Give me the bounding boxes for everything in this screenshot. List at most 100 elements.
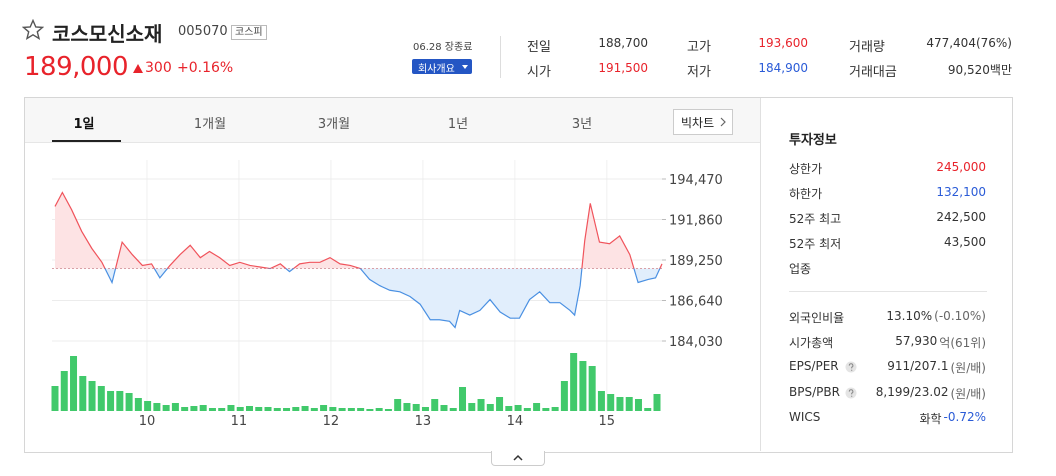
invest-label: 52주 최저 xyxy=(789,237,842,251)
stock-code: 005070 xyxy=(178,24,228,39)
volume-bar xyxy=(459,387,467,411)
help-icon[interactable] xyxy=(845,387,857,399)
volume-bar xyxy=(79,376,87,411)
volume-bar xyxy=(588,366,596,411)
big-chart-button[interactable]: 빅차트 xyxy=(673,109,733,135)
volume-bar xyxy=(310,408,318,411)
volume-bar xyxy=(199,405,207,411)
invest-label: 업종 xyxy=(789,262,812,276)
volume-bar xyxy=(496,397,504,411)
y-tick-label: 184,030 xyxy=(669,335,723,350)
summary-value: 184,900 xyxy=(758,61,808,75)
volume-bar xyxy=(181,407,189,411)
invest-divider xyxy=(789,291,987,292)
volume-bar xyxy=(134,398,142,411)
volume-bar xyxy=(208,408,216,411)
invest-value: 245,000 xyxy=(936,160,986,174)
invest-label: 52주 최고 xyxy=(789,212,842,226)
summary-label: 저가 xyxy=(687,65,711,80)
summary-value: 188,700 xyxy=(598,36,648,50)
x-tick-label: 14 xyxy=(507,414,524,429)
chevron xyxy=(720,117,726,127)
volume-bar xyxy=(347,408,355,411)
area-down xyxy=(105,268,660,328)
volume-bar xyxy=(190,406,198,411)
volume-bar xyxy=(634,399,642,411)
help-icon[interactable] xyxy=(845,361,857,373)
volume-bar xyxy=(412,404,420,411)
collapse-icon xyxy=(513,454,523,461)
area-up xyxy=(55,192,662,269)
summary-label: 거래량 xyxy=(849,40,885,55)
company-button[interactable]: 회사개요 xyxy=(412,59,472,75)
x-tick-label: 11 xyxy=(231,414,248,429)
company-button-label: 회사개요 xyxy=(418,64,455,75)
volume-bar xyxy=(523,408,531,411)
up-arrow xyxy=(133,64,143,73)
volume-bar xyxy=(70,356,78,411)
invest-extra: (-0.10%) xyxy=(934,309,986,323)
invest-title: 투자정보 xyxy=(789,133,837,148)
y-tick-label: 191,860 xyxy=(669,214,723,229)
volume-bar xyxy=(301,406,309,411)
volume-bar xyxy=(264,407,272,411)
tab[interactable]: 1일 xyxy=(73,117,95,132)
price-change-pct: +0.16% xyxy=(177,60,234,76)
tab[interactable]: 3년 xyxy=(571,117,593,132)
y-tick-label: 186,640 xyxy=(669,295,723,310)
market-badge: 코스피 xyxy=(231,25,267,40)
x-tick-label: 13 xyxy=(415,414,432,429)
volume-bar xyxy=(88,381,96,411)
invest-value: 화학 xyxy=(919,411,942,426)
volume-bar xyxy=(421,407,429,411)
invest-value: 242,500 xyxy=(936,210,986,224)
invest-extra: 억(61위) xyxy=(939,336,986,351)
x-tick-label: 12 xyxy=(323,414,340,429)
volume-bar xyxy=(477,399,485,411)
invest-label: EPS/PER xyxy=(789,359,839,374)
volume-bar xyxy=(468,403,476,411)
volume-bar xyxy=(560,381,568,411)
summary-value: 193,600 xyxy=(758,36,808,50)
current-price: 189,000 xyxy=(24,52,129,82)
volume-bar xyxy=(236,407,244,411)
volume-bar xyxy=(218,408,226,411)
volume-bar xyxy=(357,408,365,411)
volume-bar xyxy=(486,404,494,411)
volume-bar xyxy=(403,403,411,411)
volume-bar xyxy=(60,371,68,411)
invest-label: 시가총액 xyxy=(789,336,834,351)
invest-extra: (원/배) xyxy=(950,361,987,376)
tab-bar xyxy=(25,98,760,143)
collapse-button[interactable] xyxy=(491,451,545,466)
price-line-down xyxy=(104,268,661,329)
volume-bar xyxy=(505,406,513,411)
volume-bar xyxy=(375,408,383,411)
volume-bar xyxy=(579,361,587,411)
favorite-star[interactable] xyxy=(22,19,44,41)
stock-name: 코스모신소재 xyxy=(52,22,163,46)
tab-underline xyxy=(52,140,121,142)
volume-bar xyxy=(292,407,300,411)
tab[interactable]: 1년 xyxy=(447,117,469,132)
volume-bar xyxy=(320,405,328,411)
volume-bar xyxy=(125,393,133,411)
volume-bar xyxy=(597,391,605,411)
volume-bar xyxy=(329,407,337,411)
invest-value: 57,930 xyxy=(895,334,938,349)
volume-bar xyxy=(245,406,253,411)
volume-bar xyxy=(384,409,392,411)
x-tick-label: 15 xyxy=(599,414,616,429)
tab[interactable]: 3개월 xyxy=(317,117,351,132)
summary-label: 고가 xyxy=(687,40,711,55)
volume-bar xyxy=(283,408,291,411)
volume-bar xyxy=(644,408,652,411)
tab[interactable]: 1개월 xyxy=(193,117,227,132)
summary-label: 거래대금 xyxy=(849,65,897,80)
market-status: 06.28 장종료 xyxy=(413,42,473,53)
divider xyxy=(500,36,501,78)
panel-divider xyxy=(760,98,761,451)
volume-bar xyxy=(551,407,559,411)
